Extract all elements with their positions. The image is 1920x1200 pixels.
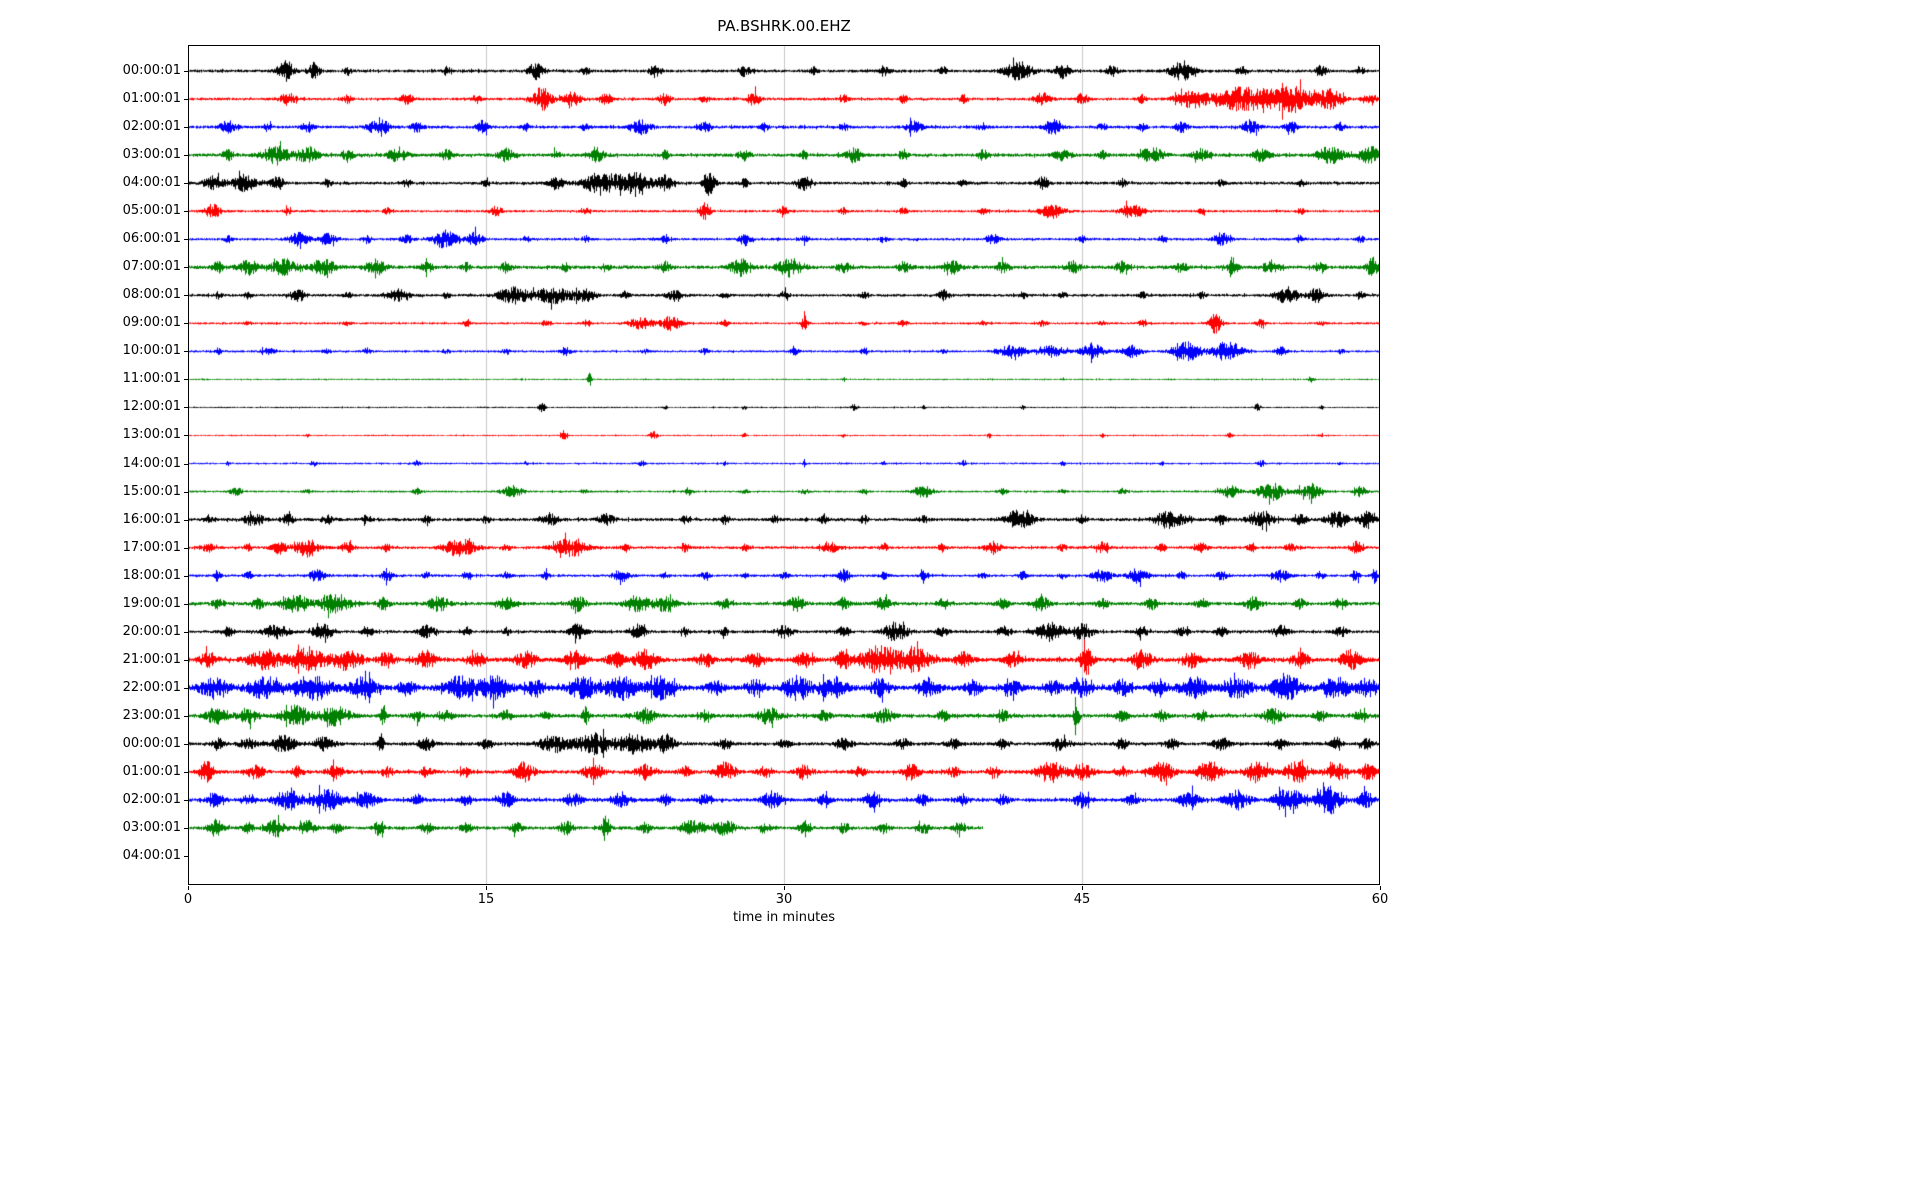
y-tick <box>184 155 188 156</box>
row-label: 06:00:01 <box>122 231 181 246</box>
row-label: 11:00:01 <box>122 371 181 386</box>
row-label: 16:00:01 <box>122 512 181 527</box>
row-label: 15:00:01 <box>122 484 181 499</box>
row-label: 18:00:01 <box>122 568 181 583</box>
y-tick <box>184 548 188 549</box>
x-tick <box>188 886 189 890</box>
row-label: 03:00:01 <box>122 147 181 162</box>
y-tick <box>184 435 188 436</box>
x-tick <box>784 886 785 890</box>
y-tick <box>184 71 188 72</box>
y-tick <box>184 800 188 801</box>
y-tick <box>184 295 188 296</box>
y-tick <box>184 99 188 100</box>
x-tick-label: 60 <box>1371 892 1389 907</box>
y-tick <box>184 351 188 352</box>
row-label: 22:00:01 <box>122 680 181 695</box>
row-label: 04:00:01 <box>122 175 181 190</box>
seismogram-canvas <box>188 45 1380 885</box>
y-tick <box>184 604 188 605</box>
x-tick <box>1380 886 1381 890</box>
y-tick <box>184 407 188 408</box>
row-label: 14:00:01 <box>122 456 181 471</box>
y-tick <box>184 632 188 633</box>
row-label: 04:00:01 <box>122 848 181 863</box>
x-tick <box>1082 886 1083 890</box>
row-label: 09:00:01 <box>122 315 181 330</box>
y-tick <box>184 744 188 745</box>
x-tick <box>486 886 487 890</box>
y-tick <box>184 520 188 521</box>
y-tick <box>184 323 188 324</box>
row-label: 07:00:01 <box>122 259 181 274</box>
row-label: 21:00:01 <box>122 652 181 667</box>
row-label: 01:00:01 <box>122 91 181 106</box>
row-label: 13:00:01 <box>122 427 181 442</box>
row-label: 00:00:01 <box>122 736 181 751</box>
y-tick <box>184 856 188 857</box>
row-label: 08:00:01 <box>122 287 181 302</box>
y-tick <box>184 267 188 268</box>
row-label: 01:00:01 <box>122 764 181 779</box>
x-axis-label: time in minutes <box>732 910 836 925</box>
row-label: 03:00:01 <box>122 820 181 835</box>
row-label: 02:00:01 <box>122 792 181 807</box>
row-label: 19:00:01 <box>122 596 181 611</box>
row-label: 02:00:01 <box>122 119 181 134</box>
x-tick-label: 45 <box>1073 892 1091 907</box>
y-tick <box>184 464 188 465</box>
row-label: 05:00:01 <box>122 203 181 218</box>
row-label: 10:00:01 <box>122 343 181 358</box>
y-tick <box>184 688 188 689</box>
plot-area <box>188 45 1380 885</box>
y-tick <box>184 211 188 212</box>
x-tick-label: 0 <box>183 892 193 907</box>
chart-title: PA.BSHRK.00.EHZ <box>717 17 851 35</box>
row-label: 12:00:01 <box>122 399 181 414</box>
y-tick <box>184 127 188 128</box>
x-tick-label: 15 <box>477 892 495 907</box>
y-tick <box>184 183 188 184</box>
y-tick <box>184 492 188 493</box>
y-tick <box>184 828 188 829</box>
x-tick-label: 30 <box>775 892 793 907</box>
y-tick <box>184 772 188 773</box>
y-tick <box>184 379 188 380</box>
y-tick <box>184 660 188 661</box>
y-tick <box>184 576 188 577</box>
row-label: 20:00:01 <box>122 624 181 639</box>
y-tick <box>184 716 188 717</box>
y-tick <box>184 239 188 240</box>
row-label: 17:00:01 <box>122 540 181 555</box>
row-label: 23:00:01 <box>122 708 181 723</box>
row-label: 00:00:01 <box>122 63 181 78</box>
